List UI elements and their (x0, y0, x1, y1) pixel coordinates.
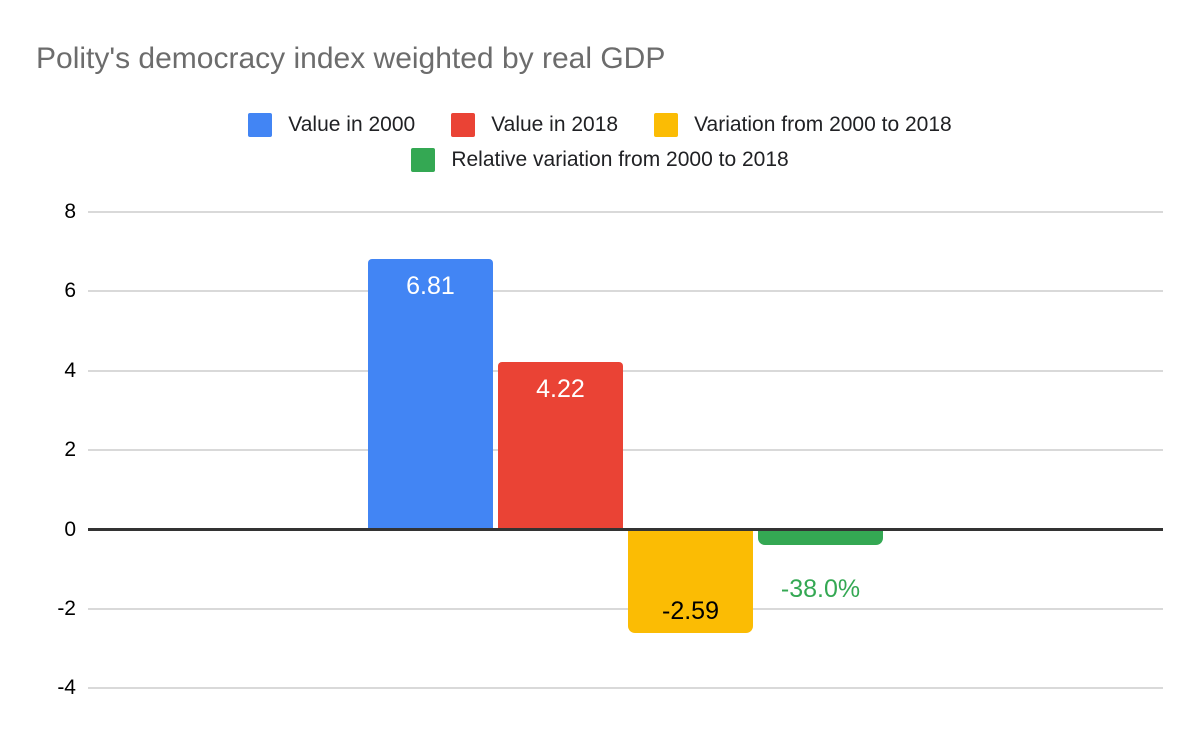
legend-item-value-in-2000[interactable]: Value in 2000 (248, 113, 415, 137)
legend-swatch-icon (451, 113, 476, 137)
legend-row-2: Relative variation from 2000 to 2018 (0, 148, 1200, 172)
legend-item-value-in-2018[interactable]: Value in 2018 (451, 113, 618, 137)
y-tick-label: 0 (64, 518, 76, 541)
chart-title: Polity's democracy index weighted by rea… (36, 42, 666, 75)
bar-value-in-2018[interactable] (498, 362, 623, 529)
y-tick-label: 8 (64, 200, 76, 223)
bar-value-label: -38.0% (780, 575, 861, 603)
gridline (88, 687, 1163, 689)
legend-swatch-icon (411, 148, 436, 172)
y-tick-label: 6 (64, 279, 76, 302)
legend-item-relative-variation-from-2000-to-2018[interactable]: Relative variation from 2000 to 2018 (411, 148, 789, 172)
bar-value-label: -2.59 (662, 597, 719, 625)
bar-relative-variation-from-2000-to-2018[interactable] (758, 530, 883, 545)
bar-value-label: 4.22 (536, 375, 585, 403)
legend-label: Value in 2000 (288, 113, 416, 136)
gridline (88, 449, 1163, 451)
bar-variation-from-2000-to-2018[interactable] (628, 530, 753, 633)
zero-axis-line (88, 528, 1163, 531)
gridline (88, 608, 1163, 610)
gridline (88, 290, 1163, 292)
legend-label: Relative variation from 2000 to 2018 (451, 148, 789, 171)
bar-value-in-2000[interactable] (368, 259, 493, 529)
legend-row-1: Value in 2000 Value in 2018 Variation from… (0, 113, 1200, 137)
y-tick-label: -2 (57, 597, 76, 620)
gridline (88, 211, 1163, 213)
gridline (88, 370, 1163, 372)
y-tick-label: -4 (57, 676, 76, 699)
y-tick-label: 4 (64, 359, 76, 382)
bar-value-label: 6.81 (406, 272, 455, 300)
legend-swatch-icon (248, 113, 273, 137)
legend-label: Variation from 2000 to 2018 (694, 113, 952, 136)
y-tick-label: 2 (64, 438, 76, 461)
legend-swatch-icon (654, 113, 679, 137)
legend-item-variation-from-2000-to-2018[interactable]: Variation from 2000 to 2018 (654, 113, 952, 137)
legend-label: Value in 2018 (491, 113, 619, 136)
